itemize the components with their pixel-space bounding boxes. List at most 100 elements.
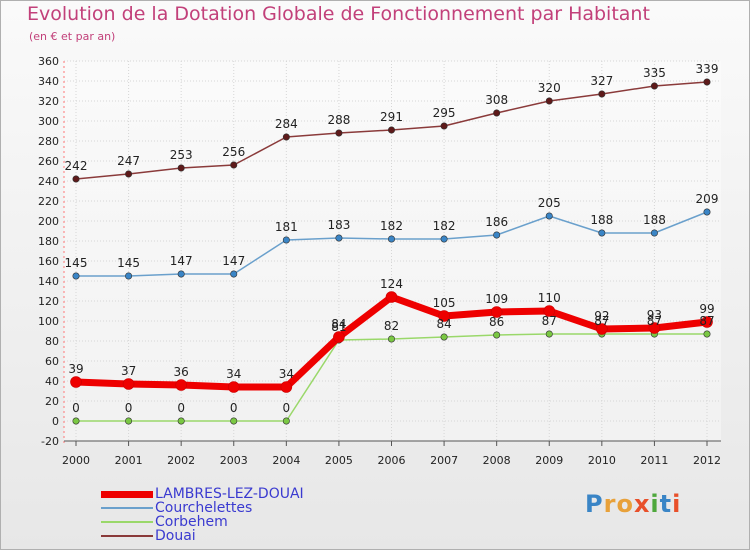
data-point [545, 330, 553, 338]
data-label: 147 [222, 254, 245, 268]
data-point [650, 82, 658, 90]
data-point [335, 129, 343, 137]
data-label: 110 [538, 291, 561, 305]
data-point [493, 231, 501, 239]
data-label: 145 [65, 256, 88, 270]
data-label: 87 [542, 314, 557, 328]
data-point [333, 331, 345, 343]
data-point [122, 378, 135, 390]
data-point [177, 417, 185, 425]
data-point [438, 310, 450, 322]
logo-letter: x [633, 490, 651, 518]
logo-letter: t [659, 490, 673, 518]
data-label: 82 [384, 319, 399, 333]
y-tick-label: 260 [38, 155, 59, 168]
data-label: 0 [125, 401, 133, 415]
data-point [493, 109, 501, 117]
legend-item: Courchelettes [101, 501, 304, 515]
data-label: 84 [331, 317, 346, 331]
data-point [175, 379, 187, 391]
data-label: 92 [594, 309, 609, 323]
y-tick-label: 140 [38, 275, 59, 288]
data-label: 86 [489, 315, 504, 329]
legend-swatch [101, 535, 153, 537]
logo-letter: i [650, 490, 660, 518]
data-point [440, 333, 448, 341]
data-point [703, 78, 711, 86]
data-label: 34 [226, 367, 241, 381]
chart-title: Evolution de la Dotation Globale de Fonc… [27, 3, 650, 25]
x-tick-label: 2004 [272, 454, 300, 467]
y-tick-label: 0 [52, 415, 59, 428]
y-tick-label: 60 [45, 355, 59, 368]
data-label: 247 [117, 154, 140, 168]
legend-swatch [101, 507, 153, 509]
x-tick-label: 2003 [220, 454, 248, 467]
proxiti-logo: Proxiti [585, 490, 681, 518]
data-label: 147 [170, 254, 193, 268]
x-tick-label: 2011 [640, 454, 668, 467]
x-tick-label: 2006 [378, 454, 406, 467]
legend-item: Douai [101, 529, 304, 543]
y-tick-label: 40 [45, 375, 59, 388]
y-tick-label: 300 [38, 115, 59, 128]
y-tick-label: 360 [38, 55, 59, 68]
data-label: 0 [230, 401, 238, 415]
data-label: 0 [177, 401, 185, 415]
data-label: 34 [279, 367, 294, 381]
data-label: 124 [380, 277, 403, 291]
data-label: 209 [696, 192, 719, 206]
data-point [177, 270, 185, 278]
data-label: 181 [275, 220, 298, 234]
data-point [227, 381, 240, 393]
y-tick-label: 120 [38, 295, 59, 308]
chart-subtitle: (en € et par an) [29, 30, 116, 43]
data-label: 84 [436, 317, 451, 331]
y-tick-label: 160 [38, 255, 59, 268]
data-label: 327 [590, 74, 613, 88]
data-point [701, 316, 713, 328]
legend-label: Douai [155, 528, 196, 544]
data-point [230, 270, 238, 278]
y-tick-label: -20 [41, 435, 59, 448]
legend-label: Courchelettes [155, 500, 253, 516]
legend-label: Corbehem [155, 514, 228, 530]
legend-label: LAMBRES-LEZ-DOUAI [155, 486, 304, 502]
data-label: 87 [699, 314, 714, 328]
y-tick-label: 80 [45, 335, 59, 348]
data-point [648, 322, 661, 334]
data-label: 93 [647, 308, 662, 322]
data-label: 188 [643, 213, 666, 227]
x-tick-label: 2005 [325, 454, 353, 467]
data-point [72, 417, 80, 425]
data-label: 308 [485, 93, 508, 107]
data-label: 186 [485, 215, 508, 229]
data-label: 339 [696, 62, 719, 76]
data-label: 205 [538, 196, 561, 210]
data-point [282, 133, 290, 141]
data-label: 81 [331, 320, 346, 334]
data-label: 183 [327, 218, 350, 232]
data-point [545, 212, 553, 220]
data-label: 242 [65, 159, 88, 173]
data-label: 288 [327, 113, 350, 127]
data-point [490, 306, 503, 318]
plot-area [64, 61, 721, 441]
data-point [280, 381, 293, 393]
y-tick-label: 20 [45, 395, 59, 408]
legend-item: Corbehem [101, 515, 304, 529]
x-tick-label: 2002 [167, 454, 195, 467]
data-point [335, 234, 343, 242]
data-label: 182 [380, 219, 403, 233]
data-point [230, 161, 238, 169]
data-point [440, 235, 448, 243]
data-point [387, 126, 395, 134]
data-label: 295 [433, 106, 456, 120]
data-label: 36 [174, 365, 189, 379]
data-point [545, 97, 553, 105]
y-tick-label: 240 [38, 175, 59, 188]
x-tick-label: 2007 [430, 454, 458, 467]
data-point [598, 229, 606, 237]
y-tick-label: 340 [38, 75, 59, 88]
